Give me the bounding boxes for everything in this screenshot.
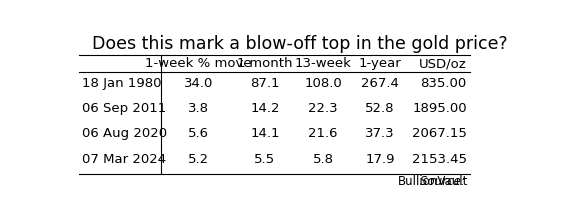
- Text: 07 Mar 2024: 07 Mar 2024: [82, 153, 167, 166]
- Text: 52.8: 52.8: [365, 102, 395, 115]
- Text: 108.0: 108.0: [304, 77, 342, 90]
- Text: 835.00: 835.00: [421, 77, 467, 90]
- Text: 1-month: 1-month: [237, 57, 293, 70]
- Text: 17.9: 17.9: [365, 153, 395, 166]
- Text: 1-year: 1-year: [359, 57, 401, 70]
- Text: 5.6: 5.6: [188, 127, 209, 140]
- Text: 13-week: 13-week: [295, 57, 352, 70]
- Text: 06 Aug 2020: 06 Aug 2020: [82, 127, 167, 140]
- Text: 37.3: 37.3: [365, 127, 395, 140]
- Text: 267.4: 267.4: [361, 77, 399, 90]
- Text: 5.5: 5.5: [254, 153, 276, 166]
- Text: 5.8: 5.8: [312, 153, 333, 166]
- Text: 22.3: 22.3: [308, 102, 338, 115]
- Text: 1-week % move: 1-week % move: [145, 57, 252, 70]
- Text: 2153.45: 2153.45: [412, 153, 467, 166]
- Text: 2067.15: 2067.15: [412, 127, 467, 140]
- Text: Source:: Source:: [420, 175, 469, 188]
- Text: 5.2: 5.2: [188, 153, 209, 166]
- Text: 3.8: 3.8: [188, 102, 209, 115]
- Text: 34.0: 34.0: [184, 77, 213, 90]
- Text: Does this mark a blow-off top in the gold price?: Does this mark a blow-off top in the gol…: [92, 35, 508, 53]
- Text: BullionVault: BullionVault: [398, 175, 469, 188]
- Text: 21.6: 21.6: [308, 127, 338, 140]
- Text: 14.2: 14.2: [250, 102, 280, 115]
- Text: 1895.00: 1895.00: [412, 102, 467, 115]
- Text: 06 Sep 2011: 06 Sep 2011: [82, 102, 167, 115]
- Text: 14.1: 14.1: [250, 127, 280, 140]
- Text: USD/oz: USD/oz: [419, 57, 467, 70]
- Text: 18 Jan 1980: 18 Jan 1980: [82, 77, 162, 90]
- Text: 87.1: 87.1: [250, 77, 280, 90]
